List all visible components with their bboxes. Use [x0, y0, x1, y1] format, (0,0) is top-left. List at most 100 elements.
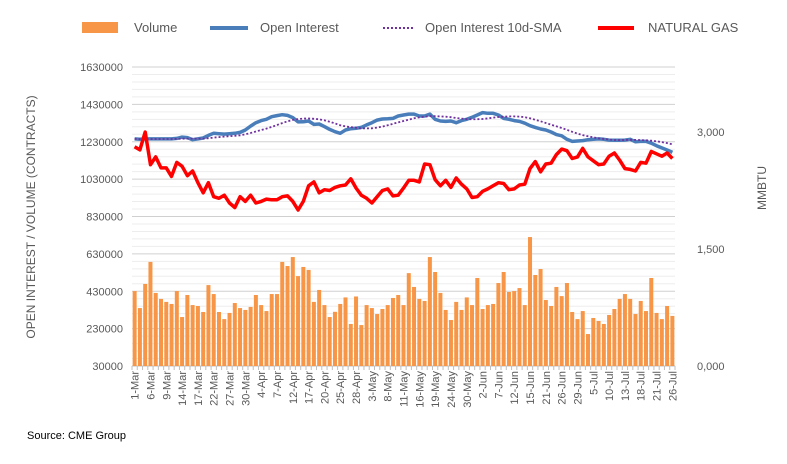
x-tick-label: 14-Mar	[177, 371, 189, 406]
volume-bar	[285, 266, 290, 366]
left-axis-tick-label: 1030000	[80, 174, 123, 186]
right-axis-tick-label: 1,500	[697, 244, 725, 256]
volume-bar	[491, 303, 496, 366]
volume-bar	[528, 237, 533, 366]
volume-bar	[290, 257, 295, 366]
x-tick-label: 1-Mar	[130, 371, 142, 400]
left-axis-tick-label: 30000	[92, 361, 123, 373]
volume-bar	[454, 301, 459, 366]
x-tick-label: 3-May	[367, 371, 379, 402]
volume-bar	[216, 311, 221, 366]
volume-bar	[501, 272, 506, 366]
volume-bar	[274, 294, 279, 366]
right-axis-title: MMBTU	[755, 166, 769, 210]
volume-bar	[201, 311, 206, 366]
x-tick-label: 12-Apr	[288, 371, 300, 404]
volume-bar	[327, 317, 332, 366]
volume-bar	[143, 283, 148, 366]
x-tick-label: 30-May	[462, 371, 474, 408]
left-axis-tick-label: 1430000	[80, 99, 123, 111]
x-tick-label: 16-May	[414, 371, 426, 408]
x-tick-label: 24-May	[446, 371, 458, 408]
volume-bar	[649, 277, 654, 366]
x-tick-label: 10-Jul	[604, 371, 616, 401]
volume-bar	[153, 292, 158, 366]
volume-bar	[607, 314, 612, 366]
x-tick-label: 25-Apr	[335, 371, 347, 404]
volume-bar	[385, 305, 390, 366]
volume-bar	[412, 286, 417, 366]
x-tick-label: 13-Jul	[620, 371, 632, 401]
volume-bar	[475, 277, 480, 366]
x-tick-label: 21-Jul	[652, 371, 664, 401]
series-lines	[133, 110, 674, 212]
volume-bar	[269, 294, 274, 366]
volume-bar	[364, 305, 369, 366]
legend-label-open-interest: Open Interest	[260, 20, 339, 35]
volume-bar	[485, 305, 490, 366]
volume-bar	[480, 309, 485, 366]
volume-bar	[448, 320, 453, 366]
x-tick-label: 19-May	[430, 371, 442, 408]
volume-bar	[211, 294, 216, 366]
x-tick-label: 21-Jun	[541, 371, 553, 405]
x-tick-label: 2-Jun	[478, 371, 490, 399]
volume-bar	[422, 300, 427, 366]
volume-bar	[253, 294, 258, 366]
left-axis-tick-label: 1630000	[80, 62, 123, 74]
volume-bar	[496, 283, 501, 366]
volume-bar	[617, 298, 622, 366]
volume-bar	[248, 306, 253, 366]
legend-label-volume: Volume	[134, 20, 177, 35]
volume-bar	[622, 294, 627, 366]
left-axis-title: OPEN INTEREST / VOLUME (CONTRACTS)	[24, 95, 38, 338]
volume-bar	[575, 319, 580, 366]
volume-bar	[148, 261, 153, 366]
volume-bar	[343, 297, 348, 366]
volume-bar	[586, 334, 591, 366]
volume-bar	[169, 303, 174, 366]
volume-bar	[438, 292, 443, 366]
volume-bar	[354, 296, 359, 366]
x-tick-label: 22-Mar	[209, 371, 221, 406]
volume-bar	[259, 305, 264, 366]
volume-bar	[559, 296, 564, 366]
volume-bar	[227, 312, 232, 366]
volume-bar	[396, 294, 401, 366]
volume-bar	[174, 291, 179, 366]
volume-bar	[612, 309, 617, 366]
left-axis-tick-label: 1230000	[80, 137, 123, 149]
natural-gas-line	[133, 130, 674, 212]
volume-bar	[137, 308, 142, 366]
source-note: Source: CME Group	[27, 430, 127, 442]
left-axis-tick-label: 630000	[86, 249, 123, 261]
x-tick-label: 18-Jul	[636, 371, 648, 401]
volume-bar	[670, 315, 675, 366]
volume-bar	[375, 314, 380, 366]
volume-bar	[132, 291, 137, 366]
x-tick-label: 28-Apr	[351, 371, 363, 404]
left-axis-tick-label: 430000	[86, 286, 123, 298]
volume-bar	[406, 273, 411, 366]
legend-label-sma: Open Interest 10d-SMA	[425, 20, 562, 35]
legend-swatch-volume	[82, 22, 118, 33]
right-axis-tick-label: 0,000	[697, 361, 725, 373]
x-axis-ticks: 1-Mar 6-Mar 9-Mar 14-Mar 17-Mar 22-Mar 27-Mar 3…	[130, 366, 679, 408]
right-axis-tick-label: 3,000	[697, 127, 725, 139]
x-tick-label: 20-Apr	[319, 371, 331, 404]
volume-bar	[443, 309, 448, 366]
volume-bar	[301, 266, 306, 366]
x-tick-label: 30-Mar	[240, 371, 252, 406]
volume-bar	[633, 314, 638, 366]
volume-bar	[296, 276, 301, 366]
volume-bar	[601, 323, 606, 366]
volume-bar	[264, 311, 269, 366]
volume-bar	[369, 308, 374, 366]
volume-bar	[332, 311, 337, 366]
right-axis-ticks: 0,000 1,500 3,000	[697, 127, 725, 373]
volume-bar	[222, 319, 227, 366]
x-tick-label: 29-Jun	[573, 371, 585, 405]
x-tick-label: 8-May	[383, 371, 395, 402]
volume-bar	[533, 274, 538, 366]
